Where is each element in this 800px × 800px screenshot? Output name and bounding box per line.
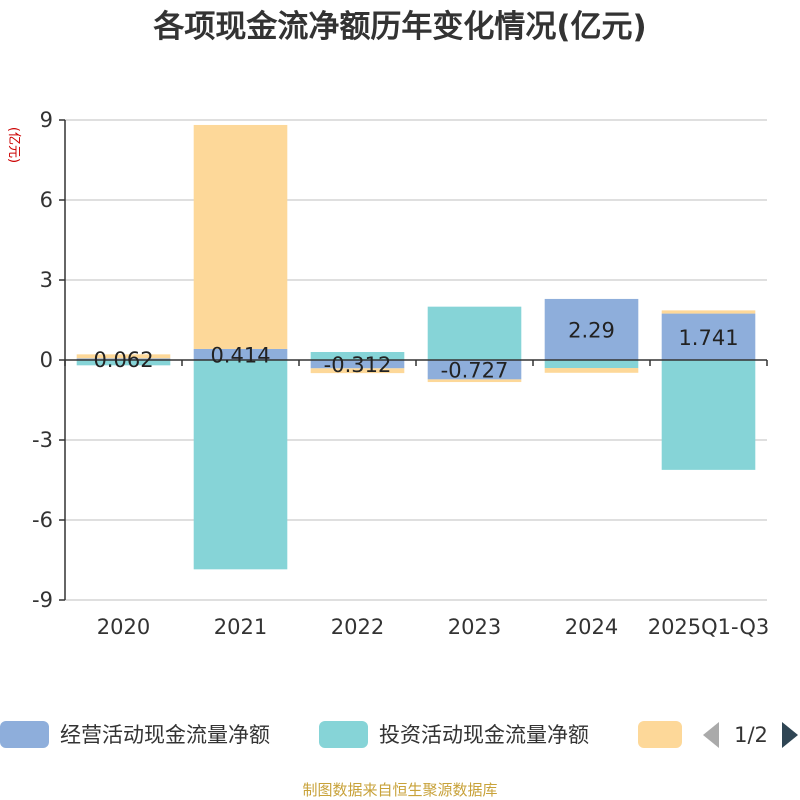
bar-series-0[interactable] bbox=[661, 313, 756, 360]
legend-swatch-investing[interactable] bbox=[319, 721, 368, 748]
legend-next-page-icon[interactable] bbox=[782, 722, 798, 748]
x-tick-label: 2022 bbox=[331, 615, 384, 639]
y-axis-unit-label: (亿元) bbox=[6, 127, 21, 163]
data-label: 0.062 bbox=[93, 348, 153, 372]
data-label: -0.727 bbox=[441, 359, 509, 383]
y-tick-label: 6 bbox=[40, 188, 53, 212]
bar-series-2[interactable] bbox=[427, 379, 522, 383]
y-tick-label: 0 bbox=[40, 348, 53, 372]
bar-series-0[interactable] bbox=[310, 360, 405, 369]
bar-series-2[interactable] bbox=[310, 368, 405, 374]
axes: 9 6 3 0 -3 -6 -9 2020 2021 2022 2023 2024 2025Q1-Q3 bbox=[32, 108, 769, 639]
data-labels: 0.062 0.414 -0.312 -0.727 2.29 1.741 bbox=[93, 318, 738, 382]
x-tick-label: 2025Q1-Q3 bbox=[648, 615, 770, 639]
bar-series-0[interactable] bbox=[193, 348, 288, 360]
legend-label-investing[interactable]: 投资活动现金流量净额 bbox=[379, 723, 589, 747]
y-tick-label: 9 bbox=[40, 108, 53, 132]
bar-series-2[interactable] bbox=[544, 368, 639, 373]
y-tick-label: -6 bbox=[32, 508, 53, 532]
x-tick-label: 2021 bbox=[214, 615, 267, 639]
bar-series-2[interactable] bbox=[193, 124, 288, 349]
x-tick-label: 2023 bbox=[448, 615, 501, 639]
data-label: 1.741 bbox=[678, 326, 738, 350]
legend-swatch-third[interactable] bbox=[638, 721, 682, 748]
bar-series-1[interactable] bbox=[76, 360, 171, 366]
bar-series-0[interactable] bbox=[544, 298, 639, 360]
legend-label-operating[interactable]: 经营活动现金流量净额 bbox=[60, 723, 270, 747]
bar-series-1[interactable] bbox=[193, 360, 288, 570]
chart-title: 各项现金流净额历年变化情况(亿元) bbox=[152, 9, 646, 45]
y-tick-label: -9 bbox=[32, 588, 53, 612]
bar-series-1[interactable] bbox=[310, 352, 405, 360]
bar-series-1[interactable] bbox=[544, 360, 639, 368]
bars bbox=[76, 124, 756, 570]
legend: 经营活动现金流量净额 投资活动现金流量净额 1/2 bbox=[0, 721, 798, 748]
x-tick-label: 2024 bbox=[565, 615, 618, 639]
bar-series-1[interactable] bbox=[427, 306, 522, 360]
bar-series-2[interactable] bbox=[661, 310, 756, 314]
source-note: 制图数据来自恒生聚源数据库 bbox=[302, 781, 497, 799]
data-label: -0.312 bbox=[324, 353, 392, 377]
bar-series-1[interactable] bbox=[661, 360, 756, 470]
grid-lines bbox=[65, 119, 767, 601]
x-tick-label: 2020 bbox=[97, 615, 150, 639]
y-tick-label: -3 bbox=[32, 428, 53, 452]
bar-series-0[interactable] bbox=[76, 358, 171, 360]
legend-swatch-operating[interactable] bbox=[0, 721, 49, 748]
y-tick-label: 3 bbox=[40, 268, 53, 292]
data-label: 2.29 bbox=[568, 318, 615, 342]
legend-page-indicator: 1/2 bbox=[734, 723, 768, 747]
bar-series-0[interactable] bbox=[427, 360, 522, 380]
bar-series-2[interactable] bbox=[76, 354, 171, 359]
legend-prev-page-icon[interactable] bbox=[703, 722, 719, 748]
data-label: 0.414 bbox=[210, 343, 270, 367]
